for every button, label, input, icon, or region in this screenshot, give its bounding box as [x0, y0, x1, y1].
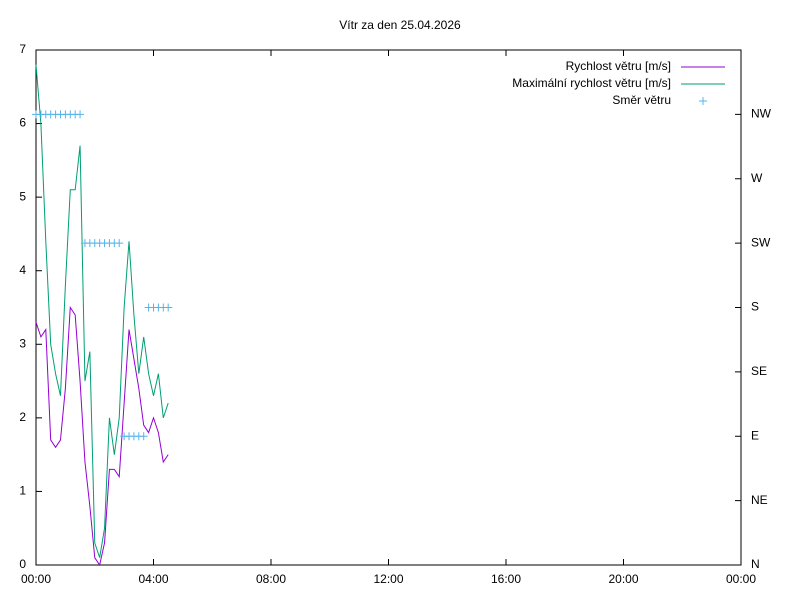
y-tick-label: 6	[19, 116, 26, 130]
x-tick-label: 00:00	[21, 572, 51, 586]
y2-tick-label: S	[751, 300, 759, 314]
direction-point	[164, 303, 173, 312]
x-tick-label: 12:00	[373, 572, 403, 586]
x-tick-label: 00:00	[726, 572, 756, 586]
y-tick-label: 1	[19, 484, 26, 498]
legend-label: Rychlost větru [m/s]	[566, 59, 671, 73]
y2-tick-label: NE	[751, 493, 768, 507]
y2-tick-label: E	[751, 428, 759, 442]
y-tick-label: 2	[19, 410, 26, 424]
legend-label: Směr větru	[612, 93, 671, 107]
y2-tick-label: SW	[751, 235, 771, 249]
x-tick-label: 04:00	[138, 572, 168, 586]
y-tick-label: 4	[19, 263, 26, 277]
direction-point	[115, 239, 124, 248]
y-tick-label: 5	[19, 189, 26, 203]
x-tick-label: 16:00	[491, 572, 521, 586]
direction-point	[76, 110, 85, 119]
series-line	[35, 64, 169, 558]
x-tick-label: 08:00	[256, 572, 286, 586]
legend-marker	[699, 97, 707, 105]
y2-tick-label: N	[751, 557, 760, 571]
y-tick-label: 3	[19, 336, 26, 350]
chart-title: Vítr za den 25.04.2026	[339, 18, 461, 32]
y2-tick-label: SE	[751, 364, 767, 378]
y-tick-label: 7	[19, 42, 26, 56]
y2-tick-label: W	[751, 171, 763, 185]
direction-point	[139, 432, 148, 441]
x-tick-label: 20:00	[608, 572, 638, 586]
legend-label: Maximální rychlost větru [m/s]	[512, 76, 671, 90]
series-line	[35, 305, 169, 567]
y-tick-label: 0	[19, 557, 26, 571]
y2-tick-label: NW	[751, 107, 772, 121]
